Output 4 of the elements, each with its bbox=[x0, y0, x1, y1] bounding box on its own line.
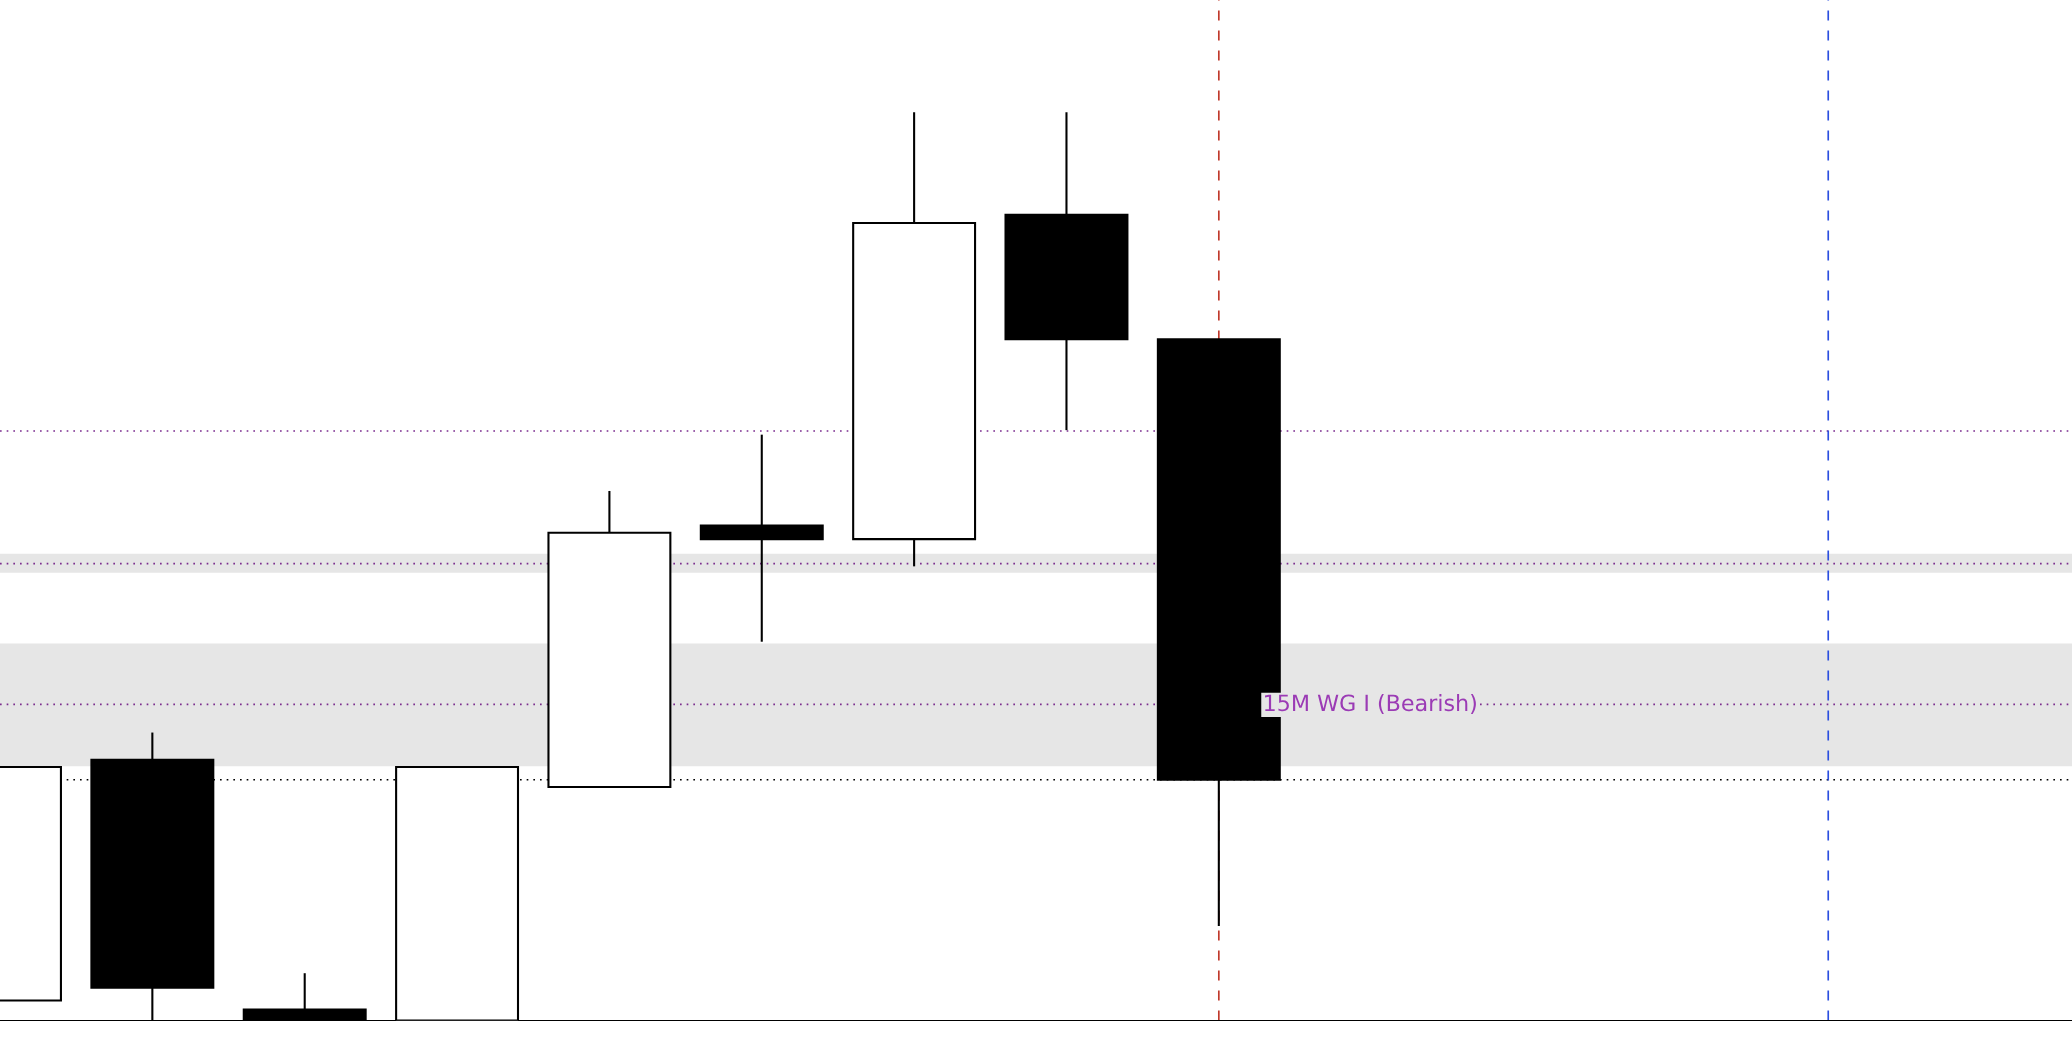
band-label: 15M WG I (Bearish) bbox=[1265, 694, 1476, 714]
candlestick bbox=[1004, 111, 1129, 432]
candlestick bbox=[852, 111, 977, 568]
candlestick bbox=[699, 433, 824, 643]
